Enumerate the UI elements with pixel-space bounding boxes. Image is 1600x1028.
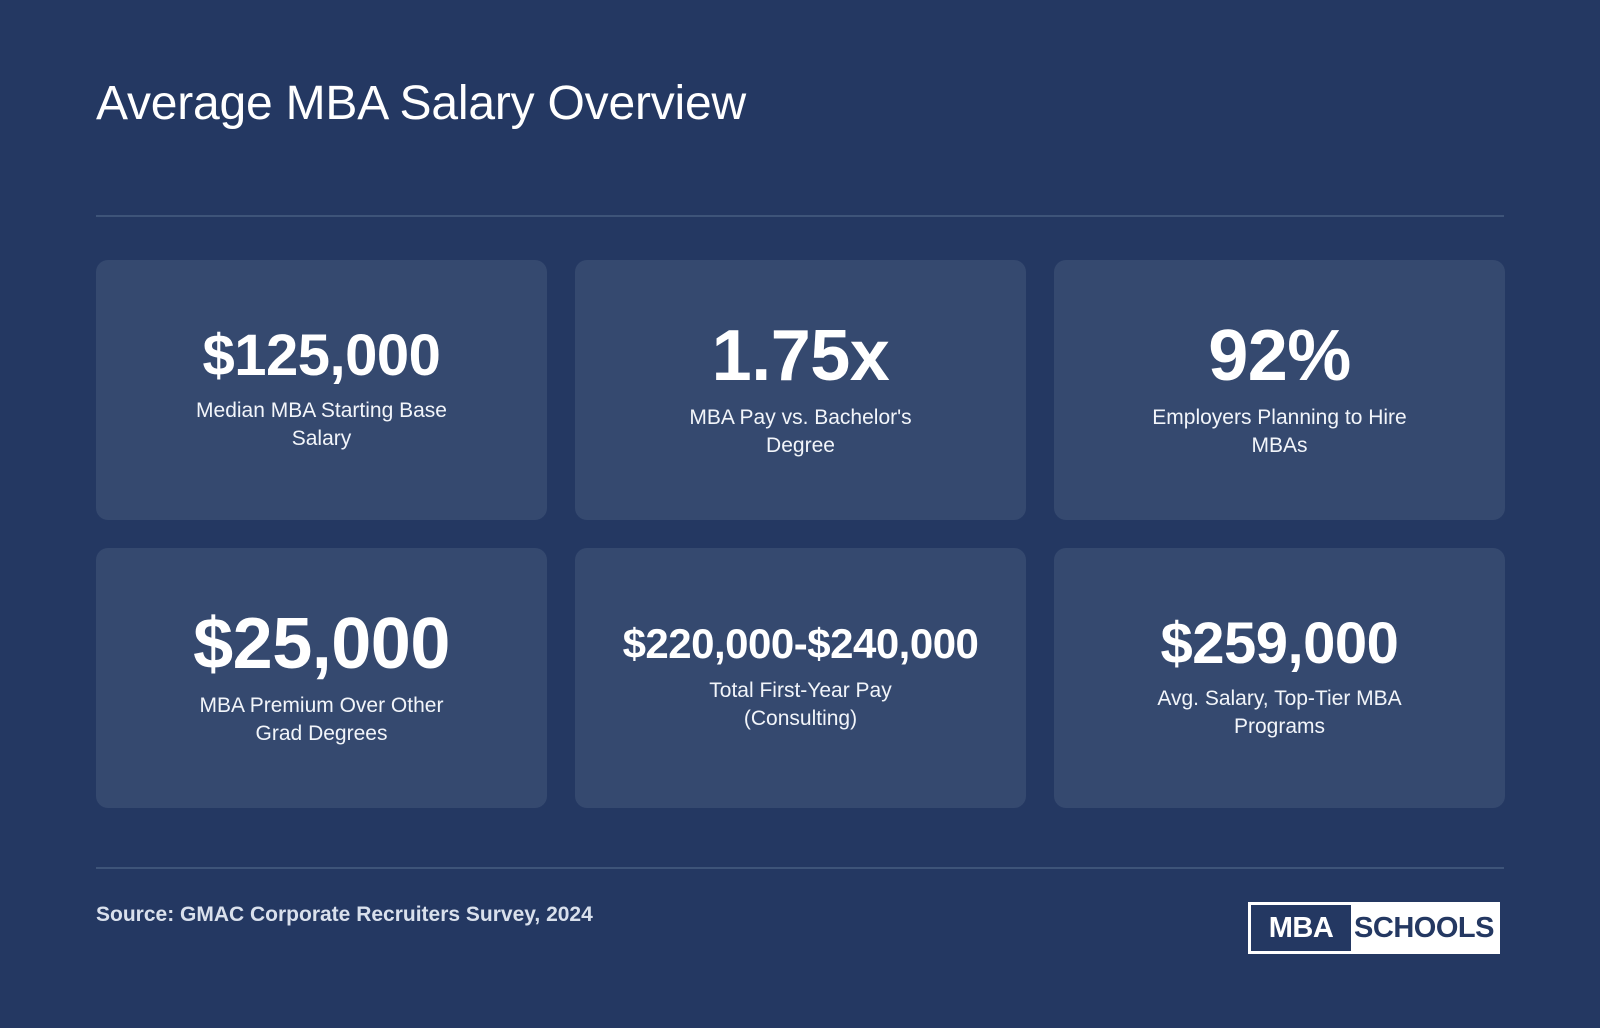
stat-card-mba-premium: $25,000 MBA Premium Over Other Grad Degr… (96, 548, 547, 808)
logo-schools-text: SCHOOLS (1351, 905, 1497, 951)
stat-label: Median MBA Starting Base Salary (196, 399, 447, 450)
stat-value: $125,000 (202, 323, 441, 388)
stat-value: $259,000 (1160, 611, 1399, 676)
bottom-divider (96, 867, 1504, 869)
stat-label: Total First-Year Pay (Consulting) (709, 679, 892, 730)
stat-card-top-tier-salary: $259,000 Avg. Salary, Top-Tier MBA Progr… (1054, 548, 1505, 808)
stat-value: $25,000 (193, 604, 450, 684)
stat-value: $220,000-$240,000 (622, 620, 979, 667)
stat-card-median-salary: $125,000 Median MBA Starting Base Salary (96, 260, 547, 520)
stat-value: 92% (1208, 316, 1351, 396)
top-divider (96, 215, 1504, 217)
logo-mba-text: MBA (1251, 905, 1351, 951)
source-note: Source: GMAC Corporate Recruiters Survey… (96, 903, 593, 926)
stat-label: MBA Pay vs. Bachelor's Degree (689, 406, 912, 457)
mba-schools-logo: MBA SCHOOLS (1248, 902, 1500, 954)
stats-grid: $125,000 Median MBA Starting Base Salary… (96, 260, 1505, 808)
page-title: Average MBA Salary Overview (96, 77, 746, 130)
stat-label: MBA Premium Over Other Grad Degrees (199, 694, 444, 745)
stat-label: Avg. Salary, Top-Tier MBA Programs (1157, 687, 1402, 738)
stat-card-consulting-pay: $220,000-$240,000 Total First-Year Pay (… (575, 548, 1026, 808)
stat-card-pay-multiple: 1.75x MBA Pay vs. Bachelor's Degree (575, 260, 1026, 520)
stat-value: 1.75x (711, 316, 890, 396)
stat-label: Employers Planning to Hire MBAs (1152, 406, 1407, 457)
stat-card-employers-hiring: 92% Employers Planning to Hire MBAs (1054, 260, 1505, 520)
